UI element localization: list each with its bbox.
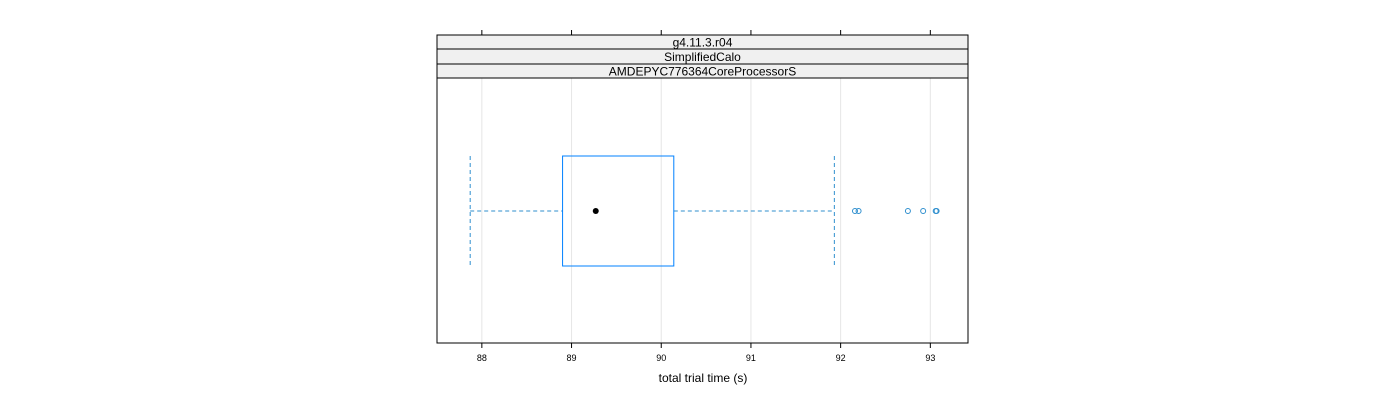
strip-2-label: SimplifiedCalo	[664, 50, 741, 64]
top-axis-ticks	[481, 30, 931, 35]
grid-lines	[481, 78, 931, 343]
x-tick-label-89: 89	[567, 353, 577, 363]
outlier-point-3	[904, 208, 911, 214]
bottom-axis-ticks	[481, 343, 931, 348]
strip-3-label: AMDEPYC776364CoreProcessorS	[609, 65, 796, 79]
x-tick-label-90: 90	[656, 353, 666, 363]
outliers	[851, 208, 940, 214]
outlier-point-6	[933, 208, 940, 214]
iqr-box	[562, 155, 675, 267]
x-tick-labels: 88 89 90 91 92 93	[477, 353, 935, 363]
panel-frame	[436, 77, 969, 344]
box-plot	[469, 155, 835, 267]
outlier-point-1	[851, 208, 858, 214]
x-tick-label-93: 93	[925, 353, 935, 363]
x-tick-label-92: 92	[836, 353, 846, 363]
x-axis-title: total trial time (s)	[659, 371, 748, 385]
strip-header: g4.11.3.r04 SimplifiedCalo AMDEPYC776364…	[436, 34, 969, 79]
median-dot	[592, 208, 599, 214]
x-tick-label-88: 88	[477, 353, 487, 363]
outlier-point-4	[920, 208, 927, 214]
x-tick-label-91: 91	[746, 353, 756, 363]
outlier-point-2	[855, 208, 862, 214]
strip-1-label: g4.11.3.r04	[673, 36, 733, 50]
